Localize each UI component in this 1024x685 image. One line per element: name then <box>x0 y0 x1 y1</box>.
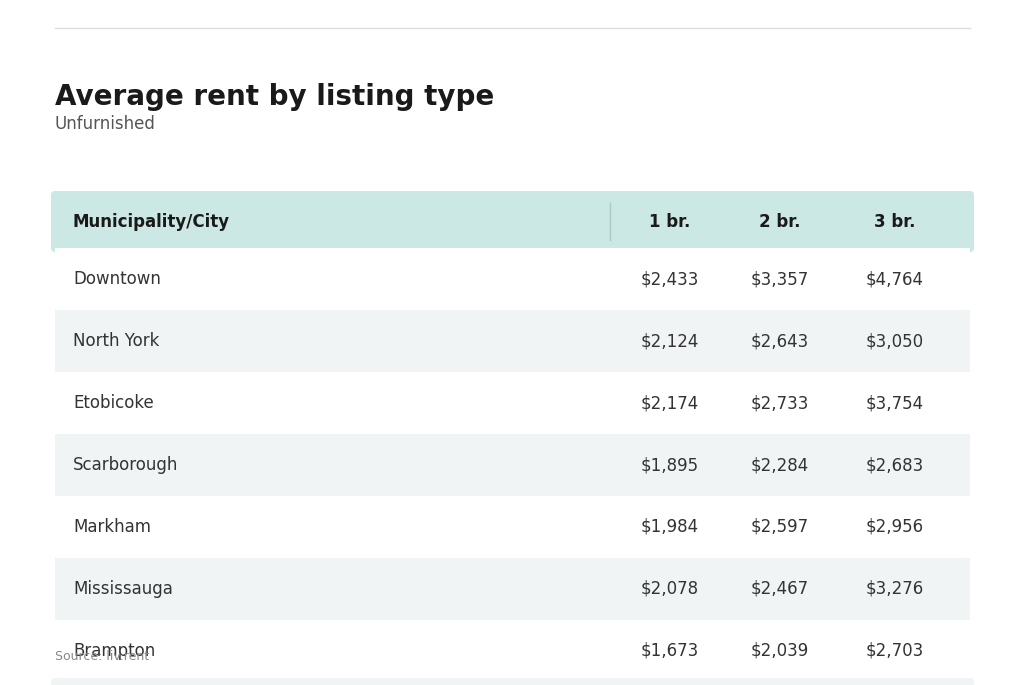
Text: $4,764: $4,764 <box>866 270 924 288</box>
Text: $3,276: $3,276 <box>866 580 924 598</box>
Text: Average rent by listing type: Average rent by listing type <box>55 83 495 111</box>
Text: $2,683: $2,683 <box>866 456 924 474</box>
Text: $2,174: $2,174 <box>641 394 699 412</box>
Text: Markham: Markham <box>73 518 151 536</box>
Text: $2,039: $2,039 <box>751 642 809 660</box>
Text: $1,984: $1,984 <box>641 518 699 536</box>
Text: $2,643: $2,643 <box>751 332 809 350</box>
Text: Municipality/City: Municipality/City <box>73 212 230 230</box>
Text: Scarborough: Scarborough <box>73 456 178 474</box>
Text: 3 br.: 3 br. <box>874 212 915 230</box>
FancyBboxPatch shape <box>51 678 974 685</box>
Text: $2,433: $2,433 <box>641 270 699 288</box>
Text: $1,895: $1,895 <box>641 456 699 474</box>
Text: $2,284: $2,284 <box>751 456 809 474</box>
Text: 1 br.: 1 br. <box>649 212 690 230</box>
Text: Mississauga: Mississauga <box>73 580 173 598</box>
Text: $3,754: $3,754 <box>866 394 924 412</box>
Bar <box>55 372 970 434</box>
Bar <box>55 620 970 682</box>
Text: $2,733: $2,733 <box>751 394 809 412</box>
Text: North York: North York <box>73 332 160 350</box>
Bar <box>55 434 970 496</box>
Text: Unfurnished: Unfurnished <box>55 115 156 133</box>
Text: $2,956: $2,956 <box>866 518 924 536</box>
Text: $3,357: $3,357 <box>751 270 809 288</box>
Bar <box>55 558 970 620</box>
Text: $2,597: $2,597 <box>751 518 809 536</box>
Text: Source: liv.rent: Source: liv.rent <box>55 650 150 663</box>
Text: 2 br.: 2 br. <box>759 212 801 230</box>
FancyBboxPatch shape <box>51 191 974 252</box>
Bar <box>55 310 970 372</box>
Text: $2,078: $2,078 <box>641 580 699 598</box>
Text: $2,124: $2,124 <box>641 332 699 350</box>
Text: $3,050: $3,050 <box>866 332 924 350</box>
Text: Brampton: Brampton <box>73 642 156 660</box>
Text: $2,703: $2,703 <box>866 642 924 660</box>
Text: Downtown: Downtown <box>73 270 161 288</box>
Bar <box>55 496 970 558</box>
Text: Etobicoke: Etobicoke <box>73 394 154 412</box>
Text: $2,467: $2,467 <box>751 580 809 598</box>
Text: $1,673: $1,673 <box>641 642 699 660</box>
Bar <box>55 248 970 310</box>
